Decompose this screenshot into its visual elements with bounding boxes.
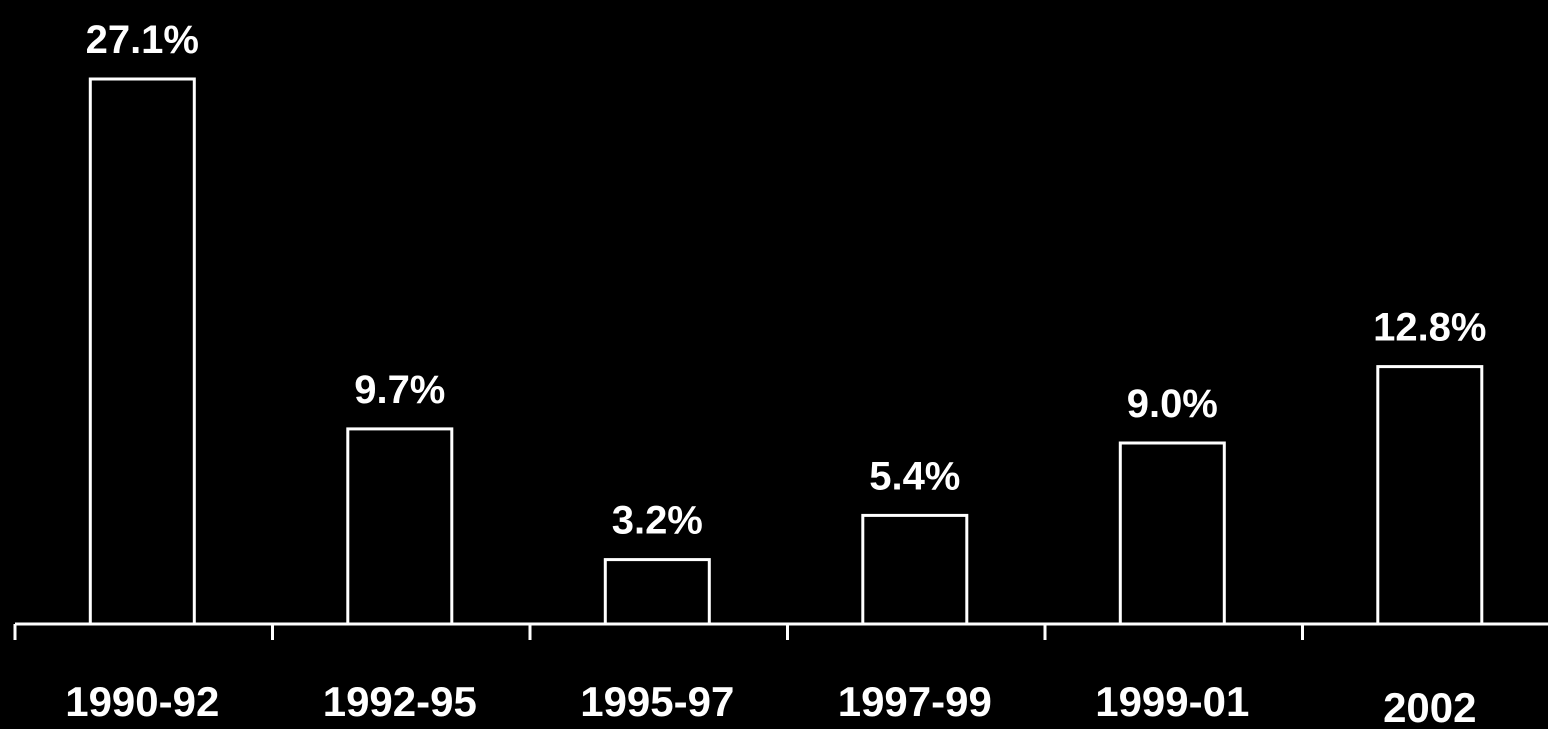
value-label-1990-92: 27.1%	[86, 18, 199, 62]
category-label-1990-92: 1990-92	[65, 678, 219, 725]
value-label-1992-95: 9.7%	[354, 368, 445, 412]
value-labels-group: 27.1% 9.7% 3.2% 5.4% 9.0% 12.8%	[86, 18, 1487, 543]
bars-group	[88, 77, 1484, 626]
value-label-2002: 12.8%	[1373, 306, 1486, 350]
bar-1999-01	[1118, 441, 1226, 626]
value-label-1999-01: 9.0%	[1127, 382, 1218, 426]
category-label-1992-95: 1992-95	[323, 678, 477, 725]
value-label-1995-97: 3.2%	[612, 499, 703, 543]
x-axis-ticks	[13, 624, 1304, 640]
bar-1997-99	[861, 513, 969, 626]
category-label-1995-97: 1995-97	[580, 678, 734, 725]
bar-1990-92	[88, 77, 196, 626]
category-label-1999-01: 1999-01	[1095, 678, 1249, 725]
category-label-1997-99: 1997-99	[838, 678, 992, 725]
bar-2002	[1376, 365, 1484, 626]
category-labels-group: 1990-92 1992-95 1995-97 1997-99 1999-01 2002	[65, 678, 1476, 729]
bar-1995-97	[603, 558, 711, 626]
category-label-2002: 2002	[1383, 684, 1476, 729]
bar-1992-95	[346, 427, 454, 626]
value-label-1997-99: 5.4%	[869, 454, 960, 498]
